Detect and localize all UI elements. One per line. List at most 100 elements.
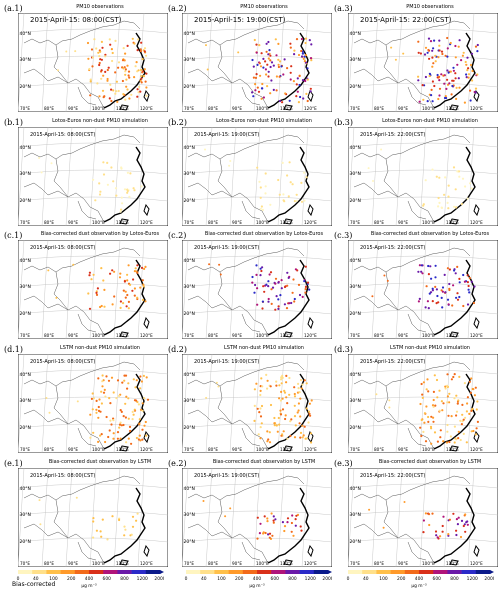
station-dot	[102, 161, 105, 164]
longitude-gridline	[229, 13, 237, 112]
station-dot	[277, 65, 280, 69]
station-dot	[291, 291, 294, 294]
latitude-gridline	[18, 369, 168, 375]
longitude-tick-label: 120°E	[304, 561, 317, 566]
station-dot	[126, 273, 129, 276]
station-dot	[124, 70, 127, 73]
longitude-tick-label: 110°E	[446, 333, 459, 338]
longitude-tick-label: 70°E	[20, 333, 30, 338]
longitude-gridline	[205, 127, 213, 226]
station-dot	[277, 42, 280, 45]
map-panel: (a.1) PM10 observations 40°N 30°N 20°N 70°E 80…	[4, 2, 168, 114]
station-dot	[262, 96, 265, 99]
longitude-tick-label: 120°E	[304, 220, 317, 225]
station-dot	[101, 380, 104, 383]
latitude-tick-label: 20°N	[20, 84, 31, 90]
longitude-gridline	[348, 468, 355, 567]
latitude-tick-label: 30°N	[20, 57, 31, 63]
station-dot	[38, 499, 41, 502]
station-dot	[115, 80, 118, 83]
station-dot	[458, 86, 461, 89]
station-dot	[254, 83, 257, 86]
station-dot	[290, 418, 293, 421]
station-dot	[443, 96, 447, 100]
station-dot	[300, 181, 303, 184]
station-dot	[300, 49, 303, 53]
map-svg: 40°N 30°N 20°N 70°E 80°E 90°E 100°E 110°E 120°E 2…	[348, 127, 498, 226]
station-dot	[462, 524, 465, 528]
station-dot	[419, 402, 422, 406]
station-dot	[99, 434, 102, 437]
station-dot	[259, 74, 262, 77]
station-dot	[299, 415, 302, 418]
longitude-gridline	[182, 127, 189, 226]
station-dot	[448, 392, 451, 395]
station-dot	[470, 430, 473, 433]
station-dot	[453, 205, 456, 208]
station-dot	[255, 73, 258, 76]
longitude-tick-label: 90°E	[68, 106, 78, 111]
station-dot	[275, 424, 278, 427]
panel-timestamp: 2015-April-15: 22:00(CST)	[360, 16, 452, 24]
station-dot	[474, 386, 477, 389]
station-dot	[131, 515, 135, 518]
station-dot	[259, 393, 262, 397]
station-dot	[450, 415, 453, 418]
station-dot	[432, 62, 435, 65]
station-dot	[138, 434, 141, 437]
station-dot	[440, 296, 443, 299]
panel-label: (c.2)	[168, 231, 187, 240]
longitude-tick-label: 70°E	[184, 220, 194, 225]
panel-title: LSTM non-dust PM10 simulation	[60, 345, 140, 351]
station-dot	[417, 79, 420, 82]
station-dot	[437, 301, 440, 304]
station-dot	[100, 390, 103, 393]
station-dot	[390, 46, 393, 49]
longitude-tick-label: 110°E	[116, 447, 129, 452]
station-dot	[457, 516, 460, 519]
station-dot	[444, 176, 447, 179]
station-dot	[461, 403, 464, 406]
station-dot	[441, 524, 444, 528]
latitude-tick-label: 40°N	[20, 486, 31, 492]
station-dot	[274, 277, 278, 280]
station-dot	[421, 393, 424, 396]
station-dot	[308, 402, 311, 405]
station-dot	[431, 80, 434, 83]
station-dot	[455, 438, 458, 441]
station-dot	[282, 430, 285, 433]
station-dot	[290, 521, 293, 525]
station-dot	[293, 300, 296, 303]
colorbar-tick-label: 600	[433, 576, 442, 582]
station-dot	[297, 409, 300, 412]
station-dot	[88, 274, 91, 277]
station-dot	[280, 279, 283, 282]
station-dot	[467, 67, 470, 70]
station-dot	[265, 373, 268, 376]
station-dot	[123, 534, 126, 537]
station-dot	[438, 49, 441, 52]
station-dot	[119, 409, 122, 412]
coastline	[267, 32, 310, 109]
station-dot	[124, 296, 127, 299]
station-dot	[297, 53, 301, 57]
station-dot	[122, 302, 125, 305]
station-dot	[278, 75, 281, 78]
station-dot	[126, 64, 129, 67]
longitude-gridline	[113, 13, 121, 112]
longitude-tick-label: 120°E	[140, 447, 153, 452]
station-dot	[253, 419, 256, 422]
longitude-tick-label: 110°E	[280, 106, 293, 111]
station-dot	[280, 378, 283, 381]
panel-timestamp: 2015-April-15: 08:00(CST)	[30, 473, 95, 479]
station-dot	[470, 377, 473, 380]
longitude-tick-label: 110°E	[116, 333, 129, 338]
station-dot	[140, 185, 143, 188]
station-dot	[98, 63, 101, 67]
station-dot	[101, 374, 104, 377]
map-area: 40°N 30°N 20°N 70°E 80°E 90°E 100°E 110°E 120°E 2…	[182, 240, 332, 339]
country-border	[241, 86, 261, 106]
station-dot	[285, 396, 288, 399]
station-dot	[290, 301, 293, 305]
station-dot	[132, 378, 135, 381]
